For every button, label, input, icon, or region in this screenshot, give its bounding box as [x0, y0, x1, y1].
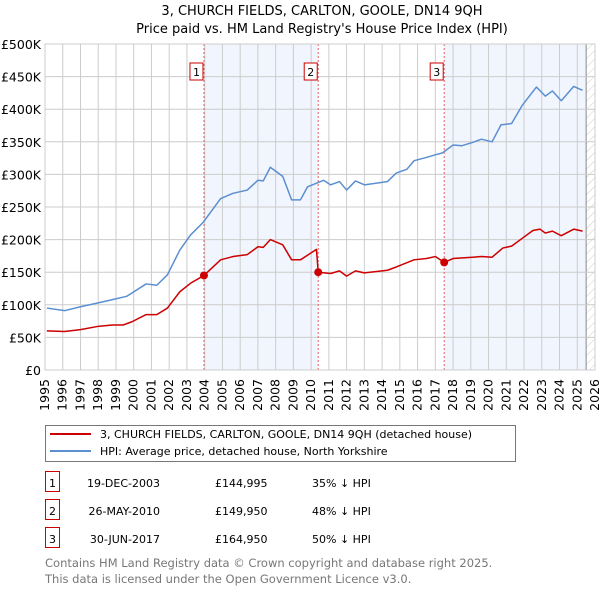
x-tick-label: 2020 — [481, 379, 496, 411]
y-tick-label: £450K — [1, 70, 42, 85]
sale-row-date: 26-MAY-2010 — [88, 505, 160, 518]
y-tick-label: £50K — [9, 330, 42, 345]
footer-licence: This data is licensed under the Open Gov… — [44, 572, 411, 586]
x-tick-label: 2024 — [552, 379, 567, 411]
x-tick-label: 2004 — [197, 379, 212, 411]
x-tick-label: 2018 — [445, 379, 460, 411]
x-tick-label: 1995 — [37, 379, 52, 411]
sale-row-price: £144,995 — [215, 477, 268, 490]
y-tick-label: £150K — [1, 265, 42, 280]
sale-row-price: £149,950 — [215, 505, 268, 518]
legend — [45, 425, 516, 462]
sale-marker-label-1: 1 — [193, 66, 200, 79]
sale-row-date: 30-JUN-2017 — [90, 533, 160, 546]
x-tick-label: 2023 — [534, 379, 549, 411]
y-tick-label: £250K — [1, 200, 42, 215]
sale-row-hpi-diff: 35% ↓ HPI — [312, 477, 371, 490]
hpi-line — [46, 85, 583, 312]
x-tick-label: 2002 — [161, 379, 176, 411]
sale-point-2 — [314, 268, 323, 277]
x-tick-label: 2016 — [410, 379, 425, 411]
property-price-line — [46, 228, 583, 333]
x-tick-label: 2001 — [143, 379, 158, 411]
sale-row-badge — [45, 499, 60, 520]
x-tick-label: 2008 — [268, 379, 283, 411]
x-tick-label: 2011 — [321, 379, 336, 411]
x-tick-label: 1998 — [90, 379, 105, 411]
x-tick-label: 2013 — [356, 379, 371, 411]
x-tick-label: 2017 — [427, 379, 442, 411]
x-tick-label: 2005 — [214, 379, 229, 411]
sale-marker-box-1 — [189, 62, 204, 81]
x-tick-label: 2010 — [303, 379, 318, 411]
sale-row-date: 19-DEC-2003 — [87, 477, 160, 490]
y-tick-label: £350K — [1, 135, 42, 150]
y-tick-label: £0 — [25, 363, 41, 378]
footer-copyright: Contains HM Land Registry data © Crown c… — [45, 556, 492, 570]
sale-row-hpi-diff: 48% ↓ HPI — [312, 505, 371, 518]
sale-point-3 — [440, 258, 449, 267]
x-tick-label: 2019 — [463, 379, 478, 411]
x-tick-label: 2015 — [392, 379, 407, 411]
x-tick-label: 2009 — [285, 379, 300, 411]
sale-marker-label-2: 2 — [307, 66, 314, 79]
x-tick-label: 2021 — [498, 379, 513, 411]
sale-row-hpi-diff: 50% ↓ HPI — [312, 533, 371, 546]
sale-row-number: 3 — [49, 533, 56, 546]
sale-marker-box-2 — [303, 62, 318, 81]
sale-point-1 — [199, 271, 208, 280]
y-tick-label: £100K — [1, 298, 42, 313]
sale-row-badge — [45, 527, 60, 548]
sale-row-number: 1 — [49, 477, 56, 490]
y-tick-label: £200K — [1, 233, 42, 248]
x-tick-label: 2014 — [374, 379, 389, 411]
x-tick-label: 2025 — [569, 379, 584, 411]
y-tick-label: £400K — [1, 102, 42, 117]
legend-property-label: 3, CHURCH FIELDS, CARLTON, GOOLE, DN14 9… — [100, 428, 472, 441]
x-tick-label: 2003 — [179, 379, 194, 411]
x-tick-label: 2006 — [232, 379, 247, 411]
y-tick-label: £300K — [1, 167, 42, 182]
sale-row-number: 2 — [49, 505, 56, 518]
x-tick-label: 2000 — [126, 379, 141, 411]
chart-subtitle: Price paid vs. HM Land Registry's House … — [136, 22, 508, 37]
x-tick-label: 2007 — [250, 379, 265, 411]
chart-title: 3, CHURCH FIELDS, CARLTON, GOOLE, DN14 9… — [161, 4, 482, 19]
x-tick-label: 1996 — [55, 379, 70, 411]
x-tick-label: 2022 — [516, 379, 531, 411]
sale-row-badge — [45, 471, 60, 492]
sale-marker-box-3 — [429, 62, 444, 81]
x-tick-label: 2012 — [339, 379, 354, 411]
y-tick-label: £500K — [1, 37, 42, 52]
x-tick-label: 1999 — [108, 379, 123, 411]
x-tick-label: 1997 — [72, 379, 87, 411]
plot-border — [44, 43, 596, 371]
x-tick-label: 2026 — [587, 379, 600, 411]
sale-marker-label-3: 3 — [433, 66, 440, 79]
legend-hpi-label: HPI: Average price, detached house, Nort… — [100, 445, 388, 458]
sale-row-price: £164,950 — [215, 533, 268, 546]
